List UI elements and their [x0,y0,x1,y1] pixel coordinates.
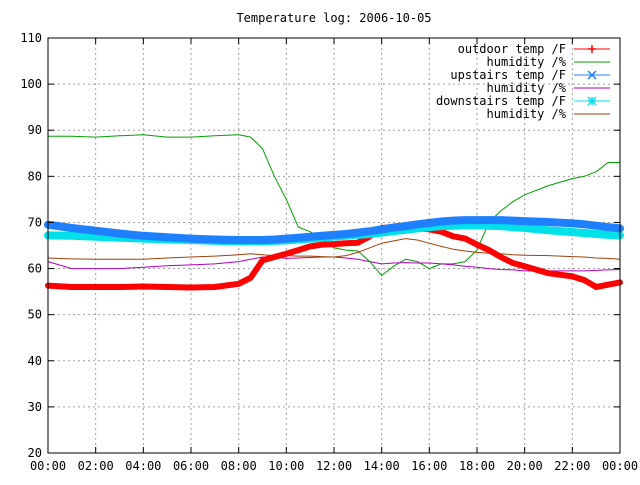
legend-marker [587,70,597,80]
x-tick-label: 10:00 [268,459,304,473]
x-tick-label: 00:00 [30,459,66,473]
y-tick-label: 60 [28,262,42,276]
legend-label: outdoor temp /F [458,42,566,56]
x-tick-label: 06:00 [173,459,209,473]
y-tick-label: 90 [28,123,42,137]
y-tick-label: 80 [28,169,42,183]
legend-label: humidity /% [487,81,567,95]
legend-marker [587,96,597,106]
x-tick-label: 00:00 [602,459,638,473]
y-tick-label: 100 [20,77,42,91]
y-tick-label: 110 [20,31,42,45]
x-tick-label: 22:00 [554,459,590,473]
x-tick-label: 14:00 [364,459,400,473]
x-tick-label: 16:00 [411,459,447,473]
legend-label: upstairs temp /F [450,68,566,82]
x-tick-label: 20:00 [507,459,543,473]
series-layer [44,134,624,291]
grid-layer [48,38,620,453]
y-tick-label: 50 [28,308,42,322]
legend-label: downstairs temp /F [436,94,566,108]
legend-label: humidity /% [487,107,567,121]
tick-layer: 20 30 40 50 60 70 80 90 100 110 00:00 02:00 04:00 06:… [20,31,638,473]
chart-title: Temperature log: 2006-10-05 [236,11,431,25]
series-line-5 [47,238,621,260]
y-tick-label: 40 [28,354,42,368]
series-line-2 [44,216,624,244]
x-tick-label: 04:00 [125,459,161,473]
y-tick-label: 70 [28,215,42,229]
y-tick-label: 20 [28,446,42,460]
x-tick-label: 08:00 [221,459,257,473]
x-tick-label: 12:00 [316,459,352,473]
series-line-3 [47,256,621,272]
legend-label: humidity /% [487,55,567,69]
y-tick-label: 30 [28,400,42,414]
x-tick-label: 18:00 [459,459,495,473]
x-tick-label: 02:00 [78,459,114,473]
